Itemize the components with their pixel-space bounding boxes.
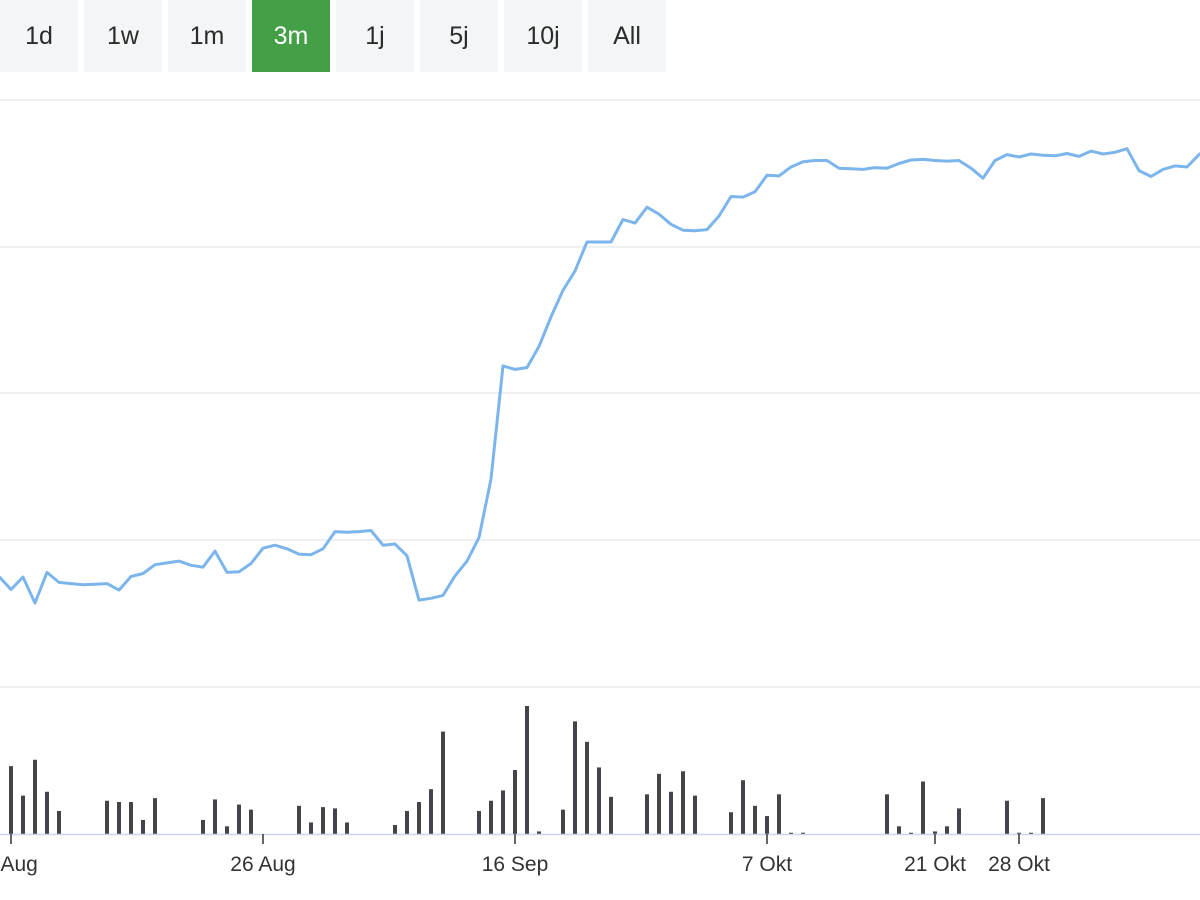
- x-tick-label: 5 Aug: [0, 853, 38, 876]
- volume-bar: [669, 791, 673, 834]
- volume-bar: [57, 810, 61, 834]
- volume-bar: [105, 800, 109, 834]
- volume-bar: [117, 802, 121, 834]
- volume-bar: [153, 798, 157, 834]
- volume-bar: [225, 826, 229, 834]
- volume-bar: [801, 832, 805, 834]
- volume-bar: [525, 706, 529, 834]
- volume-bar: [1041, 798, 1045, 834]
- volume-bar: [729, 812, 733, 834]
- volume-bar: [441, 731, 445, 834]
- volume-bar: [309, 822, 313, 834]
- volume-bar: [1005, 800, 1009, 834]
- volume-bar: [1029, 832, 1033, 834]
- volume-bar: [681, 771, 685, 834]
- x-tick-label: 21 Okt: [904, 853, 966, 876]
- volume-bar: [33, 759, 37, 834]
- volume-bar: [477, 810, 481, 834]
- volume-bar: [297, 805, 301, 834]
- range-tab-1d[interactable]: 1d: [0, 0, 78, 72]
- volume-bar: [321, 807, 325, 834]
- range-tab-5j[interactable]: 5j: [420, 0, 498, 72]
- volume-bar: [129, 802, 133, 834]
- volume-bar: [501, 790, 505, 834]
- price-line: [0, 147, 1200, 605]
- x-tick-label: 16 Sep: [482, 853, 549, 876]
- price-chart: 5 Aug 26 Aug 16 Sep 7 Okt 21 Okt 28 Okt: [0, 99, 1200, 876]
- volume-bar: [777, 794, 781, 834]
- volume-bar: [213, 799, 217, 834]
- volume-bar: [405, 810, 409, 834]
- volume-bar: [789, 832, 793, 834]
- volume-bar: [957, 808, 961, 834]
- volume-bar: [333, 808, 337, 834]
- volume-bar: [657, 773, 661, 834]
- volume-bar: [585, 741, 589, 834]
- volume-bar: [921, 781, 925, 834]
- range-tab-10j[interactable]: 10j: [504, 0, 582, 72]
- range-tab-all[interactable]: All: [588, 0, 666, 72]
- volume-bar: [237, 804, 241, 834]
- volume-bar: [753, 805, 757, 834]
- range-tab-1m[interactable]: 1m: [168, 0, 246, 72]
- volume-bar: [597, 767, 601, 834]
- volume-bar: [417, 802, 421, 834]
- volume-bar: [945, 826, 949, 834]
- volume-bar: [537, 831, 541, 834]
- volume-bar: [393, 825, 397, 834]
- volume-bar: [741, 780, 745, 834]
- volume-bar: [429, 789, 433, 834]
- volume-bar: [909, 832, 913, 834]
- range-tab-1j[interactable]: 1j: [336, 0, 414, 72]
- volume-bar: [249, 809, 253, 834]
- volume-bar: [561, 809, 565, 834]
- volume-bar: [693, 795, 697, 834]
- volume-bar: [489, 800, 493, 834]
- volume-bar: [645, 794, 649, 834]
- volume-bar: [573, 721, 577, 834]
- volume-bar: [21, 795, 25, 834]
- x-tick-label: 7 Okt: [742, 853, 792, 876]
- range-selector: 1d 1w 1m 3m 1j 5j 10j All: [0, 0, 1200, 72]
- volume-bar: [897, 826, 901, 834]
- volume-bar: [45, 791, 49, 834]
- volume-bar: [141, 819, 145, 834]
- range-tab-3m[interactable]: 3m: [252, 0, 330, 72]
- volume-bar: [885, 794, 889, 834]
- volume-bar: [201, 819, 205, 834]
- volume-bar: [9, 766, 13, 834]
- volume-bar: [513, 770, 517, 834]
- volume-bar: [345, 822, 349, 834]
- x-tick-label: 28 Okt: [988, 853, 1050, 876]
- volume-bar: [933, 831, 937, 834]
- x-tick-label: 26 Aug: [230, 853, 295, 876]
- volume-bar: [1017, 832, 1021, 834]
- volume-bar: [609, 796, 613, 834]
- volume-bar: [765, 816, 769, 834]
- range-tab-1w[interactable]: 1w: [84, 0, 162, 72]
